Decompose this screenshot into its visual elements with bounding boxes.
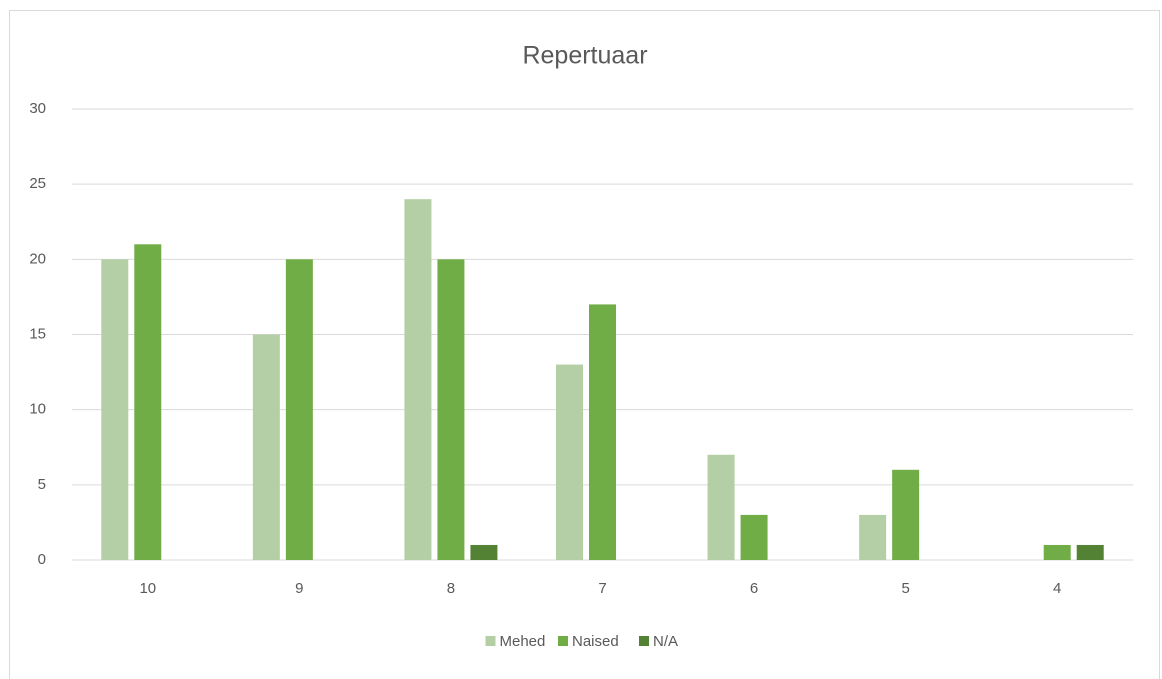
bar: [1043, 544, 1071, 560]
bar: [470, 544, 498, 560]
y-tick-label: 20: [29, 250, 46, 267]
x-tick-label: 9: [295, 580, 303, 597]
bar: [134, 244, 162, 561]
bar: [892, 469, 920, 560]
bar: [859, 514, 887, 560]
y-tick-label: 0: [38, 551, 46, 568]
x-tick-label: 4: [1053, 580, 1061, 597]
bar: [101, 259, 129, 560]
chart-title: Repertuaar: [522, 42, 647, 70]
legend-label: Naised: [572, 633, 619, 650]
x-tick-label: 6: [750, 580, 758, 597]
legend-label: N/A: [653, 633, 678, 650]
y-tick-label: 30: [29, 100, 46, 117]
x-tick-label: 8: [447, 580, 455, 597]
y-tick-label: 5: [38, 476, 46, 493]
bar: [1076, 544, 1104, 560]
chart-frame: [9, 10, 1160, 679]
x-tick-label: 7: [598, 580, 606, 597]
bar: [589, 304, 616, 560]
bar: [740, 514, 768, 560]
bar: [437, 259, 465, 560]
x-tick-label: 10: [139, 580, 156, 597]
legend-swatch: [639, 636, 649, 646]
bar: [556, 364, 583, 560]
bar: [285, 259, 313, 560]
x-tick-label: 5: [901, 580, 909, 597]
y-tick-label: 15: [29, 325, 46, 342]
legend-swatch: [558, 636, 568, 646]
bar: [707, 454, 735, 560]
y-tick-label: 25: [29, 175, 46, 192]
bar: [252, 334, 280, 560]
y-tick-label: 10: [29, 401, 46, 418]
legend-label: Mehed: [500, 633, 546, 650]
legend-swatch: [485, 636, 496, 646]
bar: [404, 199, 432, 560]
